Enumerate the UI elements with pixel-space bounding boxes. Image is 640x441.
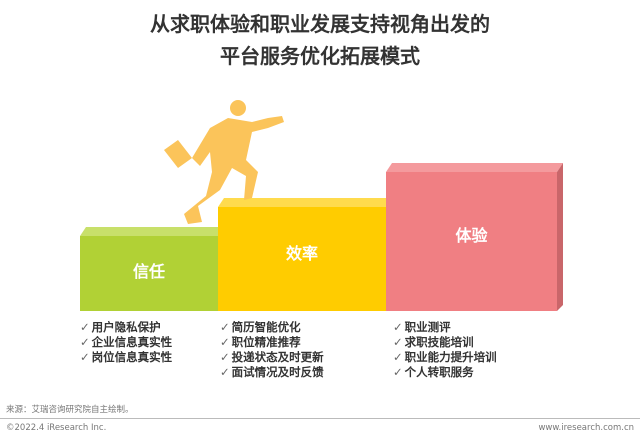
title-line-1: 从求职体验和职业发展支持视角出发的 [150, 12, 490, 36]
title-line-2: 平台服务优化拓展模式 [220, 44, 420, 68]
experience-block [386, 163, 563, 311]
steps-graphic [80, 100, 563, 311]
block-label-trust: 信任 [132, 262, 165, 281]
block-label-efficiency: 效率 [285, 244, 318, 263]
website-url: www.iresearch.com.cn [538, 423, 634, 433]
trust-block [80, 227, 222, 311]
experience-list: ✓ 职业测评 ✓ 求职技能培训 ✓ 职业能力提升培训 ✓ 个人转职服务 [393, 320, 497, 380]
trust-list: ✓ 用户隐私保护 ✓ 企业信息真实性 ✓ 岗位信息真实性 [80, 320, 172, 365]
list-item: ✓ 简历智能优化 [220, 320, 301, 334]
list-item: ✓ 职业测评 [393, 320, 451, 334]
list-item: ✓ 投递状态及时更新 [220, 350, 324, 364]
efficiency-block [218, 198, 390, 311]
list-item: ✓ 面试情况及时反馈 [220, 365, 324, 379]
efficiency-list: ✓ 简历智能优化 ✓ 职位精准推荐 ✓ 投递状态及时更新 ✓ 面试情况及时反馈 [220, 320, 324, 380]
list-item: ✓ 职业能力提升培训 [393, 350, 497, 364]
footer-divider [0, 418, 640, 419]
source-note: 来源：艾瑞咨询研究院自主绘制。 [6, 405, 134, 415]
list-item: ✓ 用户隐私保护 [80, 320, 161, 334]
runner-figure-icon [164, 100, 284, 224]
list-item: ✓ 个人转职服务 [393, 365, 474, 379]
list-item: ✓ 求职技能培训 [393, 335, 474, 349]
list-item: ✓ 企业信息真实性 [80, 335, 173, 349]
list-item: ✓ 岗位信息真实性 [80, 350, 173, 364]
list-item: ✓ 职位精准推荐 [220, 335, 301, 349]
block-label-experience: 体验 [455, 226, 488, 245]
copyright: ©2022.4 iResearch Inc. [6, 423, 107, 433]
